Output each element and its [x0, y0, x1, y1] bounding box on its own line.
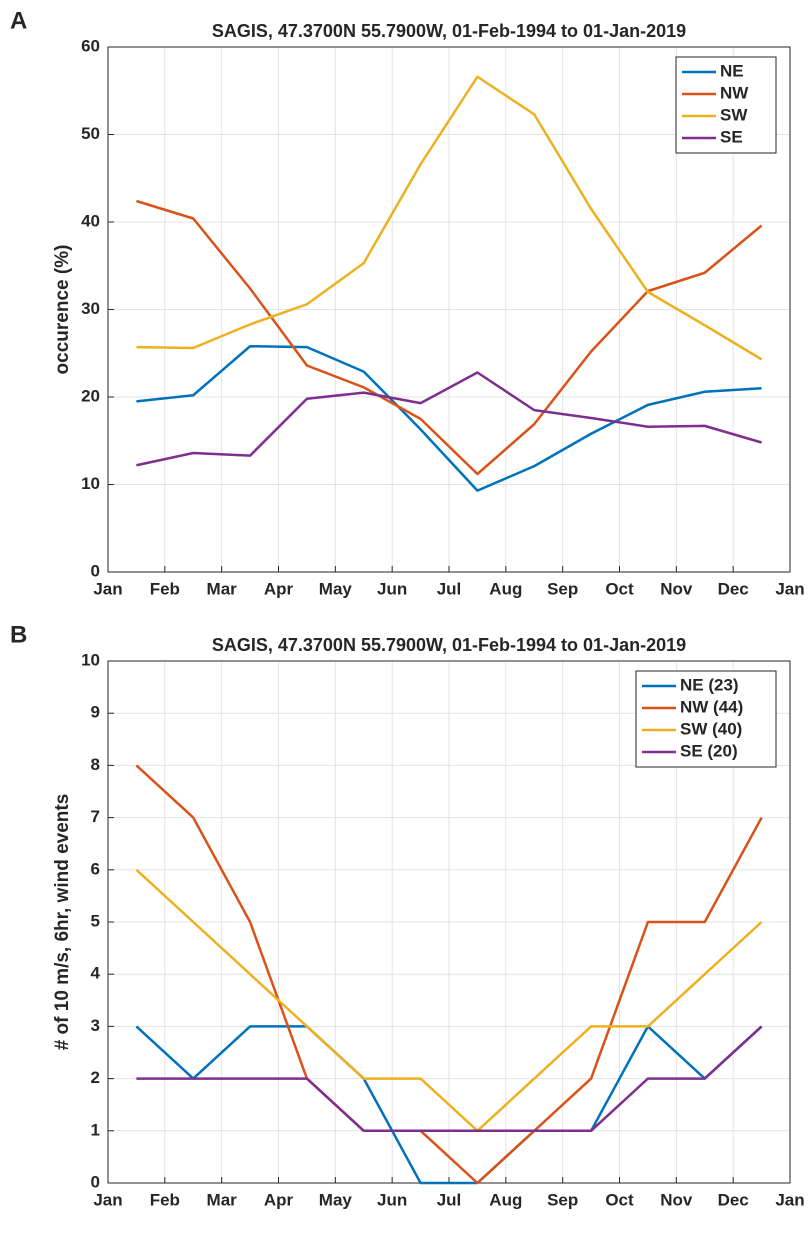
- legend-label: SW (40): [680, 719, 742, 738]
- series-line: [136, 345, 762, 492]
- x-tick-label: Nov: [660, 1190, 693, 1209]
- y-tick-label: 2: [91, 1068, 100, 1087]
- x-tick-label: Sep: [547, 579, 578, 598]
- x-tick-label: May: [319, 579, 353, 598]
- panel-label: A: [10, 7, 27, 34]
- y-tick-label: 5: [91, 911, 100, 930]
- x-tick-label: Mar: [207, 579, 238, 598]
- x-tick-label: Jan: [775, 579, 804, 598]
- series-line: [135, 1025, 763, 1185]
- x-tick-label: Jun: [377, 1190, 407, 1209]
- x-tick-label: Jan: [93, 579, 122, 598]
- y-tick-label: 10: [81, 650, 100, 669]
- legend-label: NW: [720, 83, 749, 102]
- y-axis-label: # of 10 m/s, 6hr, wind events: [52, 794, 73, 1051]
- y-tick-label: 3: [91, 1016, 100, 1035]
- y-tick-label: 7: [91, 807, 100, 826]
- x-tick-label: Jul: [437, 1190, 462, 1209]
- x-tick-label: Jul: [437, 579, 462, 598]
- series-line: [136, 199, 763, 476]
- x-tick-label: May: [319, 1190, 353, 1209]
- series-line: [136, 371, 762, 467]
- x-tick-label: Feb: [150, 1190, 180, 1209]
- y-tick-label: 9: [91, 703, 100, 722]
- x-tick-label: Jun: [377, 579, 407, 598]
- x-tick-label: Apr: [264, 1190, 294, 1209]
- y-tick-label: 8: [91, 755, 100, 774]
- y-tick-label: 60: [81, 36, 100, 55]
- x-tick-label: Dec: [718, 579, 749, 598]
- panel-label: B: [10, 621, 27, 648]
- x-tick-label: Apr: [264, 579, 294, 598]
- legend-label: NE (23): [680, 675, 739, 694]
- legend-label: SE (20): [680, 741, 738, 760]
- series-line: [136, 1025, 763, 1133]
- x-tick-label: Mar: [207, 1190, 238, 1209]
- series-line: [136, 75, 763, 361]
- x-tick-label: Aug: [489, 1190, 522, 1209]
- plot-frame: [107, 46, 791, 573]
- y-tick-label: 0: [91, 561, 100, 580]
- y-tick-label: 30: [81, 299, 100, 318]
- legend-label: SW: [720, 105, 748, 124]
- x-tick-label: Oct: [605, 1190, 634, 1209]
- y-tick-label: 4: [91, 964, 101, 983]
- series-line: [135, 764, 763, 1185]
- chart-title: SAGIS, 47.3700N 55.7900W, 01-Feb-1994 to…: [212, 21, 686, 41]
- chart-title: SAGIS, 47.3700N 55.7900W, 01-Feb-1994 to…: [212, 635, 686, 655]
- legend: NE (23) NW (44) SW (40) SE (20): [635, 670, 777, 768]
- legend-label: NW (44): [680, 697, 743, 716]
- x-tick-label: Sep: [547, 1190, 578, 1209]
- y-tick-label: 0: [91, 1172, 100, 1191]
- x-tick-label: Oct: [605, 579, 634, 598]
- y-tick-label: 10: [81, 474, 100, 493]
- legend-label: NE: [720, 61, 744, 80]
- series-line: [135, 868, 763, 1133]
- x-tick-label: Feb: [150, 579, 180, 598]
- y-tick-label: 1: [91, 1120, 100, 1139]
- x-tick-label: Jan: [775, 1190, 804, 1209]
- legend: NE NW SW SE: [675, 56, 777, 154]
- y-tick-label: 50: [81, 124, 100, 143]
- y-tick-label: 6: [91, 859, 100, 878]
- y-tick-label: 40: [81, 211, 100, 230]
- x-tick-label: Aug: [489, 579, 522, 598]
- y-axis-label: occurence (%): [52, 245, 73, 375]
- x-tick-label: Jan: [93, 1190, 122, 1209]
- x-tick-label: Nov: [660, 579, 693, 598]
- x-tick-label: Dec: [718, 1190, 749, 1209]
- legend-label: SE: [720, 127, 743, 146]
- y-tick-label: 20: [81, 386, 100, 405]
